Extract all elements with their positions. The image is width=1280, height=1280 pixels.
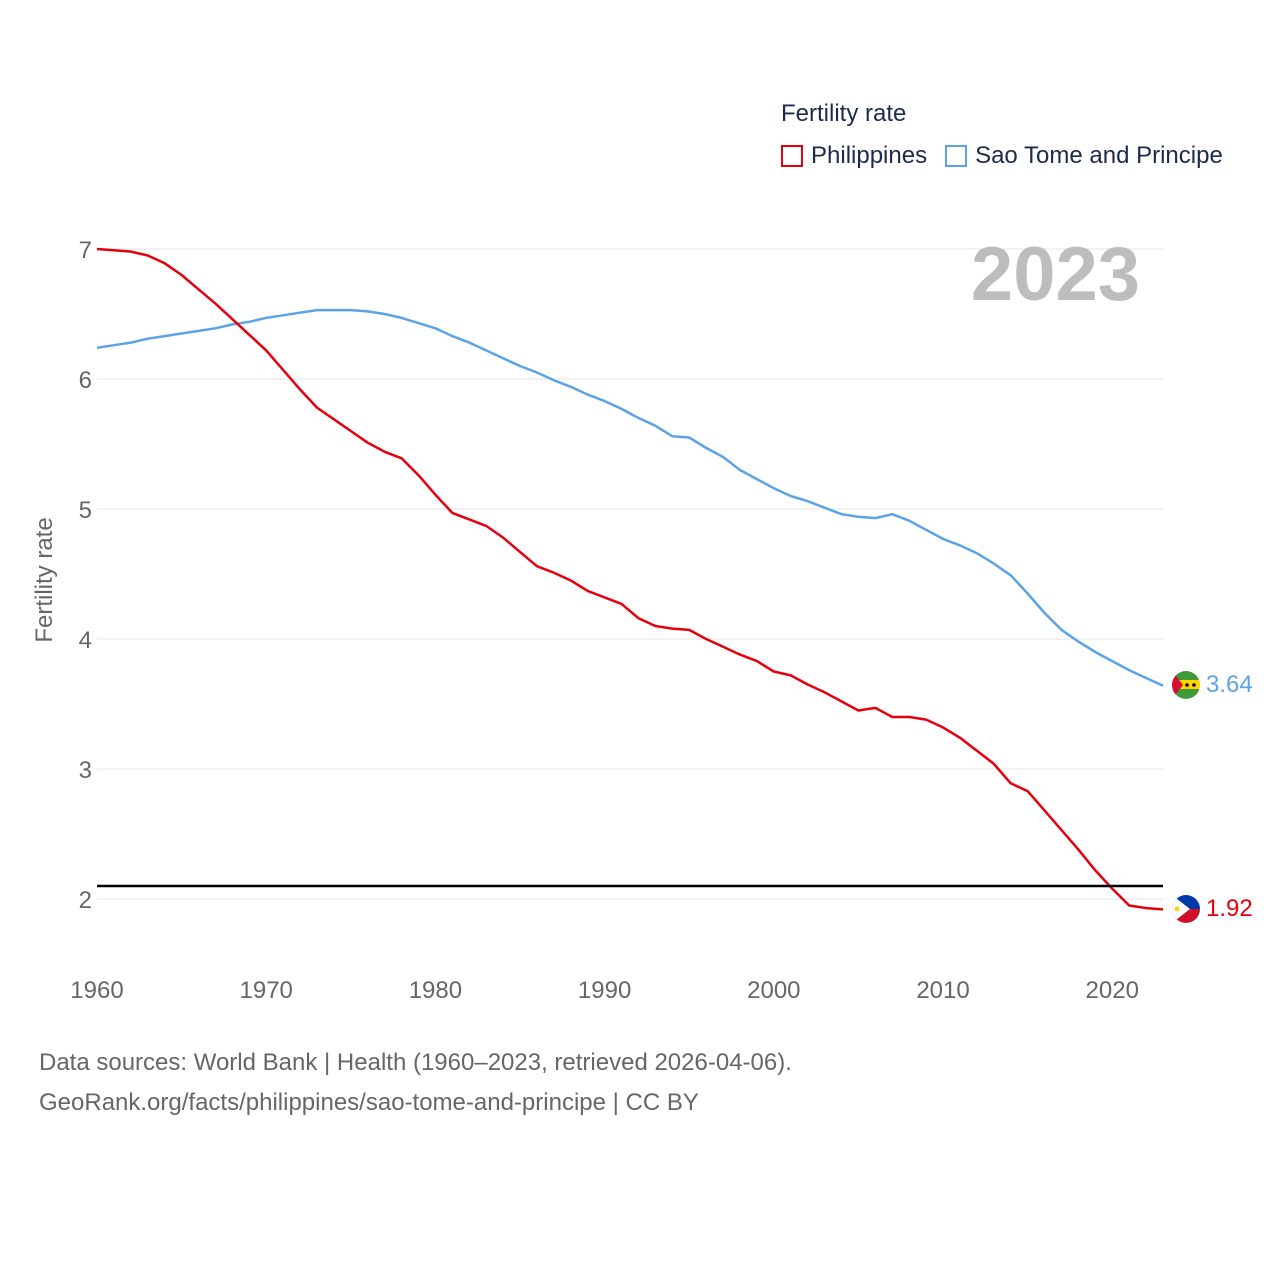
y-tick-label: 3 bbox=[79, 757, 92, 784]
y-tick-label: 5 bbox=[79, 497, 92, 524]
year-watermark: 2023 bbox=[971, 232, 1140, 317]
x-tick-label: 2010 bbox=[916, 977, 969, 1004]
x-tick-label: 1960 bbox=[70, 977, 123, 1004]
end-value-label-sao-tome-and-principe: 3.64 bbox=[1206, 671, 1253, 698]
legend-title: Fertility rate bbox=[781, 100, 907, 127]
legend-swatch-philippines bbox=[781, 145, 803, 167]
legend-label-philippines: Philippines bbox=[811, 142, 928, 169]
y-tick-label: 2 bbox=[79, 887, 92, 914]
end-value-label-philippines: 1.92 bbox=[1206, 895, 1253, 922]
y-axis-label: Fertility rate bbox=[31, 517, 58, 642]
x-tick-label: 2020 bbox=[1086, 977, 1139, 1004]
x-tick-label: 1970 bbox=[240, 977, 293, 1004]
y-tick-label: 6 bbox=[79, 367, 92, 394]
x-tick-label: 1980 bbox=[409, 977, 462, 1004]
series-line-sao-tome-and-principe[interactable] bbox=[96, 308, 1164, 687]
legend-item-sao-tome[interactable]: Sao Tome and Principe bbox=[945, 142, 1223, 170]
legend-swatch-sao-tome bbox=[945, 145, 968, 167]
legend: Philippines Sao Tome and Principe bbox=[781, 142, 1241, 170]
y-tick-label: 7 bbox=[79, 237, 92, 264]
philippines-flag-icon bbox=[1172, 895, 1200, 923]
source-note: Data sources: World Bank | Health (1960–… bbox=[39, 1043, 792, 1123]
sao-tome-flag-icon bbox=[1172, 671, 1200, 699]
source-line-2[interactable]: GeoRank.org/facts/philippines/sao-tome-a… bbox=[39, 1089, 699, 1116]
y-tick-label: 4 bbox=[79, 627, 92, 654]
source-line-1: Data sources: World Bank | Health (1960–… bbox=[39, 1049, 792, 1076]
x-tick-label: 1990 bbox=[578, 977, 631, 1004]
legend-label-sao-tome: Sao Tome and Principe bbox=[975, 142, 1223, 169]
x-tick-label: 2000 bbox=[747, 977, 800, 1004]
legend-item-philippines[interactable]: Philippines bbox=[781, 142, 927, 170]
series-line-philippines[interactable] bbox=[96, 247, 1164, 911]
